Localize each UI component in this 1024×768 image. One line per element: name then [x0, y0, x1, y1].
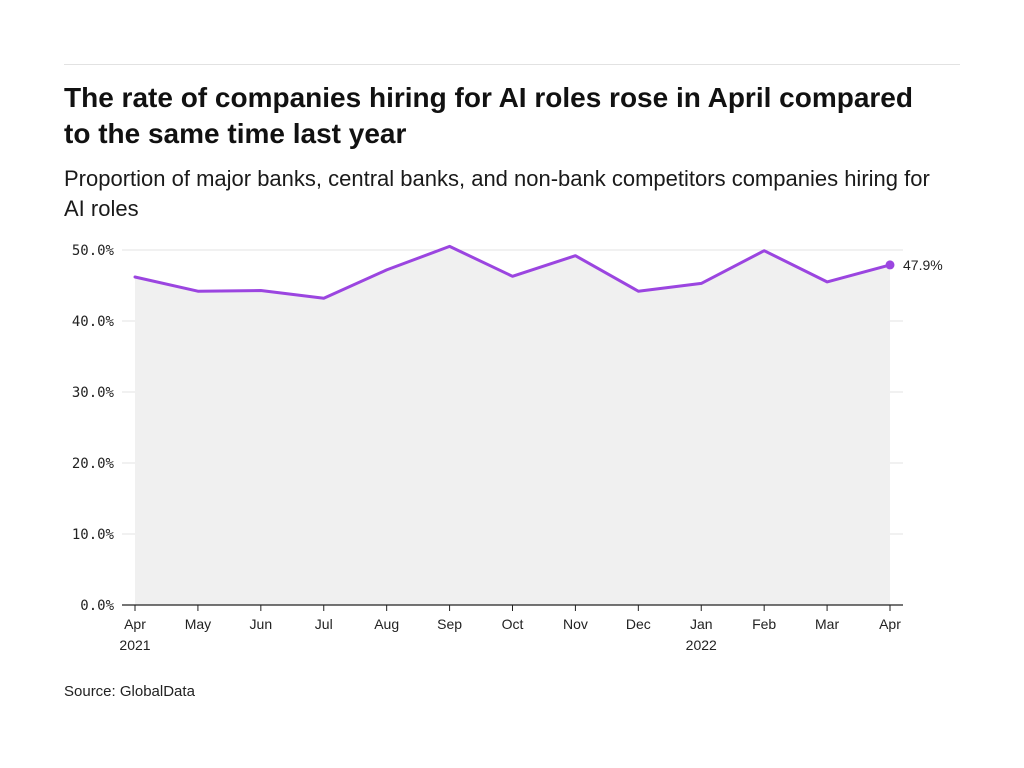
y-tick-label: 30.0%: [72, 385, 115, 401]
x-year-label: 2022: [686, 637, 717, 653]
top-rule: [64, 64, 960, 65]
y-tick-label: 50.0%: [72, 243, 115, 259]
x-tick-labels: Apr 2021 May Jun Jul Aug Sep Oct Nov Dec Jan 2022 Fe…: [119, 605, 901, 653]
source-note: Source: GlobalData: [64, 683, 195, 700]
x-tick-label: Jul: [315, 616, 333, 632]
y-tick-label: 20.0%: [72, 456, 115, 472]
y-tick-label: 10.0%: [72, 527, 115, 543]
end-marker-group: 47.9%: [885, 257, 943, 273]
x-tick-label: Dec: [626, 616, 651, 632]
x-tick-label: Jun: [250, 616, 273, 632]
x-tick-label: Apr: [879, 616, 901, 632]
end-point-marker: [885, 260, 895, 270]
x-tick-label: May: [185, 616, 211, 632]
x-year-label: 2021: [119, 637, 150, 653]
x-tick-label: Jan: [690, 616, 713, 632]
x-tick-label: Apr: [124, 616, 146, 632]
chart-subtitle: Proportion of major banks, central banks…: [64, 166, 930, 221]
y-axis: 0.0% 10.0% 20.0% 30.0% 40.0% 50.0%: [72, 243, 115, 614]
area-fill: [135, 246, 890, 605]
x-tick-label: Nov: [563, 616, 588, 632]
series-line: [133, 244, 892, 300]
chart-title: The rate of companies hiring for AI role…: [64, 82, 913, 149]
x-tick-label: Mar: [815, 616, 839, 632]
y-tick-label: 40.0%: [72, 314, 115, 330]
x-tick-label: Sep: [437, 616, 462, 632]
x-tick-label: Aug: [374, 616, 399, 632]
x-tick-label: Oct: [502, 616, 524, 632]
y-tick-label: 0.0%: [80, 598, 114, 614]
end-value-label: 47.9%: [903, 257, 943, 273]
x-tick-label: Feb: [752, 616, 776, 632]
